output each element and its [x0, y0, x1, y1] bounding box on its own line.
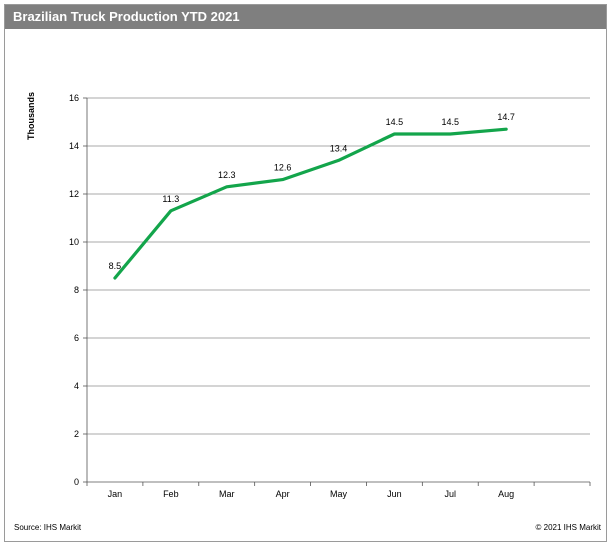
series-layer — [113, 127, 508, 280]
chart-panel: Brazilian Truck Production YTD 2021 — [4, 4, 607, 542]
data-label: 11.3 — [162, 194, 179, 204]
y-tick-label: 6 — [74, 333, 79, 343]
data-label: 13.4 — [330, 143, 348, 153]
y-tick-label: 4 — [74, 381, 79, 391]
data-labels: 8.5 11.3 12.3 12.6 13.4 14.5 14.5 14.7 — [109, 112, 515, 271]
axes: 0 2 4 6 8 10 12 14 16 Jan Feb Mar Apr May Jun Jul Aug — [69, 93, 591, 499]
x-tick-label: Aug — [498, 489, 514, 499]
series-line — [113, 127, 508, 280]
y-tick-label: 10 — [69, 237, 79, 247]
y-tick-label: 2 — [74, 429, 79, 439]
data-label: 14.5 — [386, 117, 404, 127]
x-tick-label: Jul — [445, 489, 457, 499]
y-tick-label: 14 — [69, 141, 79, 151]
data-label: 8.5 — [109, 261, 122, 271]
data-label: 12.3 — [218, 170, 236, 180]
data-label: 14.7 — [497, 112, 515, 122]
y-tick-label: 12 — [69, 189, 79, 199]
y-tick-label: 0 — [74, 477, 79, 487]
x-tick-label: Mar — [219, 489, 235, 499]
data-label: 14.5 — [442, 117, 460, 127]
data-label: 12.6 — [274, 163, 292, 173]
x-tick-label: Jan — [108, 489, 123, 499]
chart-title: Brazilian Truck Production YTD 2021 — [5, 5, 606, 29]
x-tick-label: May — [330, 489, 348, 499]
x-tick-label: Feb — [163, 489, 179, 499]
y-tick-label: 8 — [74, 285, 79, 295]
x-tick-label: Jun — [387, 489, 402, 499]
gridlines — [87, 97, 590, 483]
x-tick-label: Apr — [276, 489, 290, 499]
source-note: Source: IHS Markit — [14, 523, 82, 532]
y-tick-label: 16 — [69, 93, 79, 103]
y-axis-label: Thousands — [26, 92, 36, 140]
copyright-note: © 2021 IHS Markit — [535, 523, 601, 532]
